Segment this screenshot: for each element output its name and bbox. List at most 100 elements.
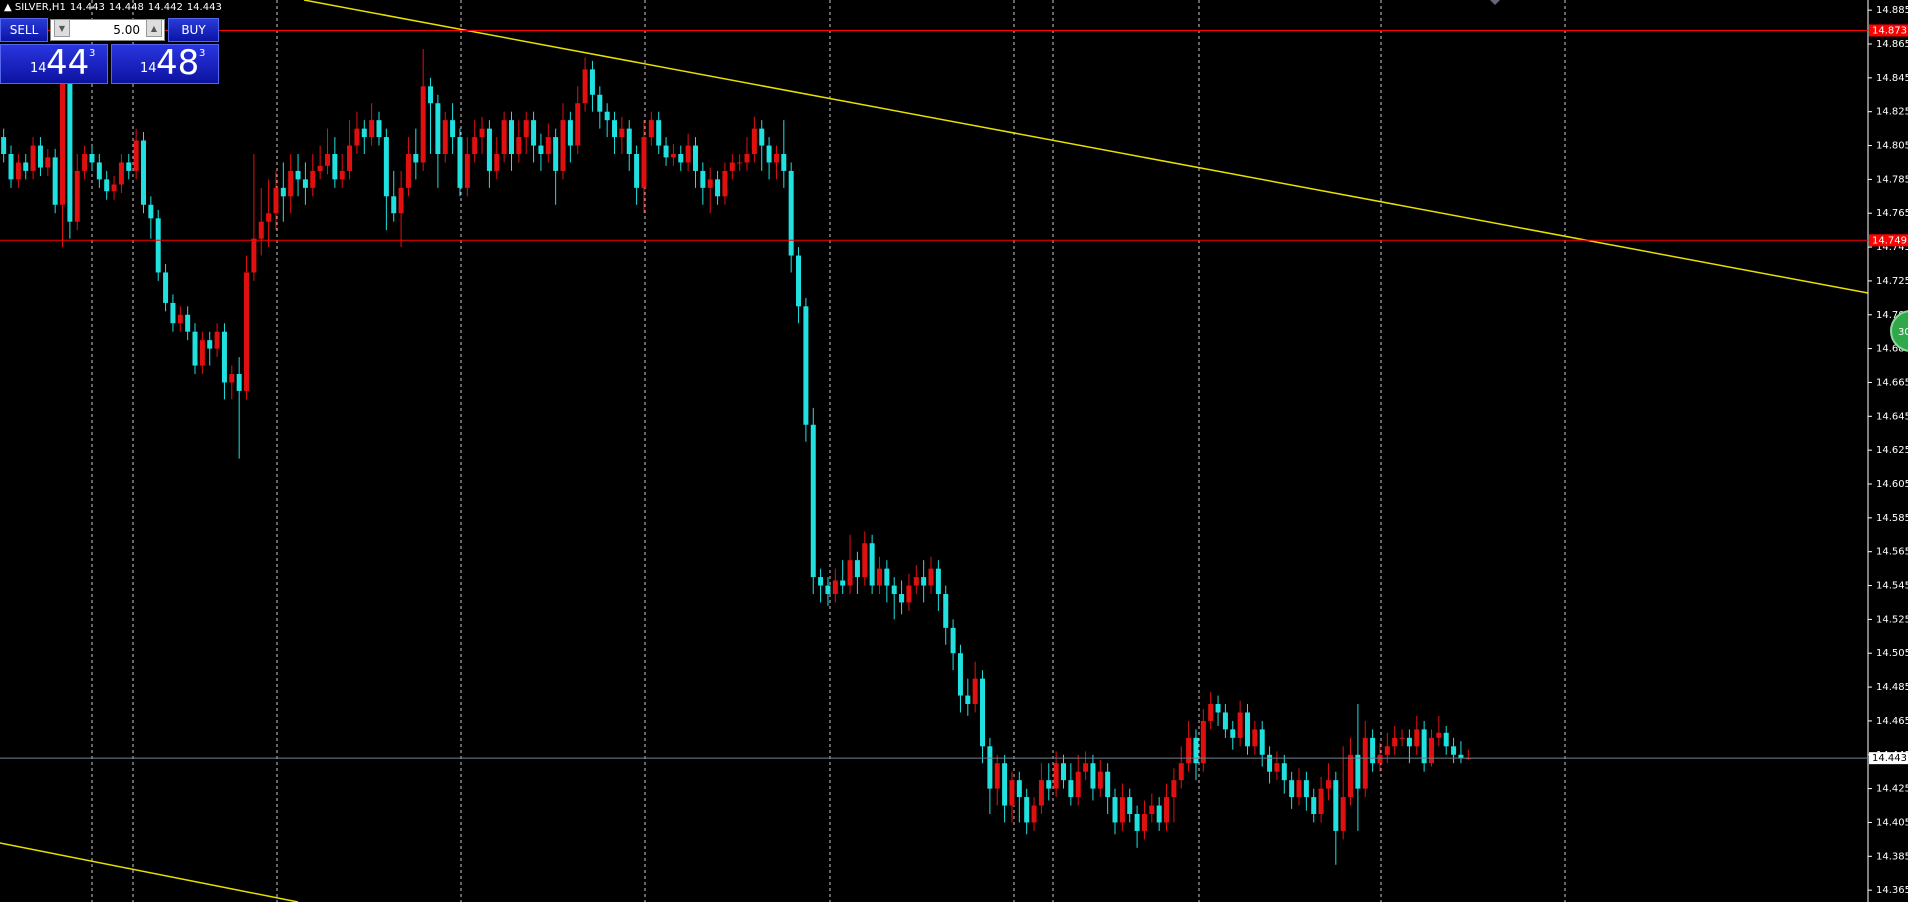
y-tick-label: 14.745 — [1876, 242, 1908, 253]
candle-body — [354, 128, 360, 146]
candle-body — [678, 154, 684, 163]
candle-body — [1443, 732, 1449, 747]
candle-body — [700, 170, 706, 188]
candle-body — [1097, 771, 1103, 789]
candle-body — [840, 580, 846, 586]
candle-body — [302, 179, 308, 188]
ask-box[interactable]: 14 48 3 — [111, 43, 219, 84]
candle-body — [133, 140, 139, 171]
candle-body — [1024, 797, 1030, 823]
y-tick-label: 14.805 — [1876, 141, 1908, 152]
candle-body — [1038, 780, 1044, 806]
candle-body — [15, 162, 21, 180]
candle-body — [729, 162, 735, 171]
candle-body — [464, 154, 470, 188]
candle-body — [8, 154, 14, 180]
candle-body — [1392, 737, 1398, 747]
ask-main: 48 — [156, 43, 200, 83]
candle-body — [1141, 814, 1147, 831]
y-tick-label: 14.865 — [1876, 39, 1908, 50]
candle-body — [972, 678, 978, 704]
candle-body — [876, 568, 882, 586]
candle-body — [567, 120, 573, 146]
candle-body — [1267, 754, 1273, 772]
candle-body — [391, 196, 397, 214]
candle-body — [965, 695, 971, 704]
candle-body — [1208, 704, 1214, 721]
candle-body — [906, 585, 912, 603]
candle-body — [1274, 763, 1280, 772]
candle-body — [258, 221, 264, 239]
candle-body — [1127, 797, 1133, 814]
candle-body — [89, 154, 95, 163]
candle-body — [501, 120, 507, 154]
candle-body — [273, 187, 279, 214]
candle-body — [266, 213, 272, 222]
candle-body — [1053, 763, 1059, 789]
candle-body — [832, 580, 838, 594]
level-label-box — [1869, 234, 1908, 247]
candle-body — [74, 170, 80, 222]
candle-body — [1296, 780, 1302, 798]
separators — [91, 0, 1566, 902]
y-tick-label: 14.645 — [1876, 411, 1908, 422]
candle-body — [751, 128, 757, 154]
y-tick-label: 14.665 — [1876, 377, 1908, 388]
trendline — [303, 0, 1869, 294]
trendline — [0, 842, 299, 902]
volume-down[interactable]: ▼ — [54, 19, 70, 37]
candle-body — [420, 86, 426, 163]
y-tick-label: 14.605 — [1876, 479, 1908, 490]
candle-body — [538, 145, 544, 154]
candle-body — [575, 103, 581, 146]
candle-body — [104, 179, 110, 192]
candle-body — [244, 272, 250, 391]
y-tick-label: 14.565 — [1876, 547, 1908, 558]
candle-body — [1428, 737, 1434, 764]
candle-body — [737, 162, 743, 164]
candle-body — [236, 374, 242, 391]
marker — [1490, 0, 1500, 5]
candle-body — [118, 162, 124, 185]
volume-up[interactable]: ▲ — [146, 19, 162, 37]
candle-body — [759, 128, 765, 146]
buy-button[interactable]: BUY — [168, 18, 219, 42]
candle-body — [1178, 763, 1184, 781]
candle-body — [869, 543, 875, 586]
candle-body — [773, 154, 779, 163]
candle-body — [317, 165, 323, 171]
candle-body — [597, 94, 603, 112]
candle-body — [52, 157, 58, 205]
candle-body — [295, 170, 301, 180]
y-tick-label: 14.625 — [1876, 445, 1908, 456]
candle-body — [1068, 780, 1074, 798]
candle-body — [155, 218, 161, 273]
bid-box[interactable]: 14 44 3 — [0, 43, 108, 84]
candle-body — [670, 154, 676, 158]
candle-body — [1149, 805, 1155, 814]
candle-body — [288, 170, 294, 197]
volume-input[interactable]: 5.00 — [50, 19, 165, 41]
candle-body — [457, 137, 463, 188]
candle-body — [1333, 780, 1339, 831]
candle-body — [604, 111, 610, 121]
candle-body — [722, 170, 728, 197]
candle-body — [508, 120, 514, 154]
candle-body — [781, 154, 787, 171]
candle-body — [405, 154, 411, 188]
candle-body — [1399, 737, 1405, 739]
candle-body — [1362, 737, 1368, 789]
candle-body — [913, 577, 919, 586]
candle-body — [60, 77, 66, 205]
level-label-box — [1869, 24, 1908, 37]
candle-body — [1244, 712, 1250, 747]
sell-button[interactable]: SELL — [0, 18, 48, 42]
candle-body — [1009, 780, 1015, 806]
candle-body — [1252, 729, 1258, 747]
header-open: 14.443 — [69, 2, 105, 13]
candle-body — [1164, 797, 1170, 823]
candle-body — [1105, 771, 1111, 798]
candle-body — [199, 340, 205, 366]
candle-body — [1348, 754, 1354, 798]
candle-body — [1377, 754, 1383, 764]
